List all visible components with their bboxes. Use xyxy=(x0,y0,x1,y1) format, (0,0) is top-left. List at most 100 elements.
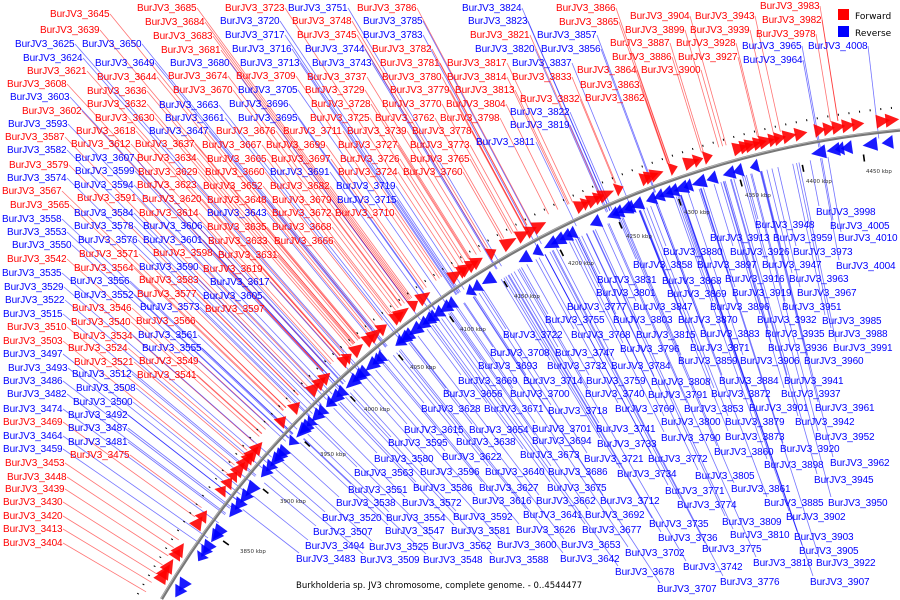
forward-feature-label[interactable]: BurJV3_3697 xyxy=(271,154,331,165)
forward-feature-label[interactable]: BurJV3_3682 xyxy=(270,181,330,192)
reverse-feature-label[interactable]: BurJV3_3525 xyxy=(369,542,429,553)
forward-feature-label[interactable]: BurJV3_3612 xyxy=(71,139,131,150)
reverse-feature-label[interactable]: BurJV3_3576 xyxy=(78,235,138,246)
reverse-feature-label[interactable]: BurJV3_3640 xyxy=(485,467,545,478)
reverse-feature-label[interactable]: BurJV3_3694 xyxy=(532,436,592,447)
forward-feature-label[interactable]: BurJV3_3404 xyxy=(3,538,63,549)
reverse-feature-label[interactable]: BurJV3_3751 xyxy=(288,3,348,14)
reverse-feature-label[interactable]: BurJV3_3556 xyxy=(70,276,130,287)
reverse-feature-label[interactable]: BurJV3_3941 xyxy=(784,376,844,387)
reverse-feature-label[interactable]: BurJV3_3903 xyxy=(794,532,854,543)
reverse-feature-label[interactable]: BurJV3_3720 xyxy=(220,16,280,27)
reverse-feature-label[interactable]: BurJV3_3922 xyxy=(816,558,876,569)
reverse-feature-label[interactable]: BurJV3_3701 xyxy=(532,424,592,435)
reverse-feature-label[interactable]: BurJV3_3538 xyxy=(336,498,396,509)
reverse-feature-label[interactable]: BurJV3_3615 xyxy=(404,425,464,436)
forward-feature-label[interactable]: BurJV3_3737 xyxy=(307,72,367,83)
reverse-feature-label[interactable]: BurJV3_3722 xyxy=(503,330,563,341)
reverse-feature-label[interactable]: BurJV3_3920 xyxy=(780,444,840,455)
forward-feature-label[interactable]: BurJV3_3833 xyxy=(512,72,572,83)
reverse-feature-label[interactable]: BurJV3_3870 xyxy=(678,315,738,326)
reverse-feature-label[interactable]: BurJV3_3963 xyxy=(789,274,849,285)
forward-feature-label[interactable]: BurJV3_3676 xyxy=(216,126,276,137)
reverse-feature-label[interactable]: BurJV3_3486 xyxy=(3,376,63,387)
reverse-feature-label[interactable]: BurJV3_3677 xyxy=(582,525,642,536)
reverse-feature-label[interactable]: BurJV3_3481 xyxy=(68,437,128,448)
forward-feature-label[interactable]: BurJV3_3904 xyxy=(630,11,690,22)
forward-feature-label[interactable]: BurJV3_3631 xyxy=(218,250,278,261)
reverse-feature-label[interactable]: BurJV3_3599 xyxy=(75,166,135,177)
reverse-feature-label[interactable]: BurJV3_3572 xyxy=(402,498,462,509)
forward-feature-label[interactable]: BurJV3_3469 xyxy=(3,417,63,428)
reverse-feature-label[interactable]: BurJV3_3500 xyxy=(73,397,133,408)
forward-feature-label[interactable]: BurJV3_3927 xyxy=(678,52,738,63)
reverse-feature-label[interactable]: BurJV3_3547 xyxy=(385,526,445,537)
reverse-feature-label[interactable]: BurJV3_3661 xyxy=(165,113,225,124)
reverse-feature-label[interactable]: BurJV3_3692 xyxy=(585,510,645,521)
reverse-feature-label[interactable]: BurJV3_3553 xyxy=(7,227,67,238)
forward-feature-label[interactable]: BurJV3_3566 xyxy=(136,316,196,327)
forward-feature-label[interactable]: BurJV3_3983 xyxy=(760,1,820,12)
reverse-feature-label[interactable]: BurJV3_3714 xyxy=(523,376,583,387)
forward-feature-label[interactable]: BurJV3_3778 xyxy=(412,126,472,137)
forward-feature-label[interactable]: BurJV3_3982 xyxy=(762,15,822,26)
reverse-feature-label[interactable]: BurJV3_3861 xyxy=(731,484,791,495)
forward-feature-label[interactable]: BurJV3_3597 xyxy=(205,304,265,315)
forward-feature-label[interactable]: BurJV3_3798 xyxy=(440,113,500,124)
reverse-feature-label[interactable]: BurJV3_3586 xyxy=(413,483,473,494)
reverse-feature-label[interactable]: BurJV3_3774 xyxy=(677,500,737,511)
forward-feature-label[interactable]: BurJV3_3685 xyxy=(137,3,197,14)
reverse-feature-label[interactable]: BurJV3_3578 xyxy=(74,221,134,232)
reverse-feature-label[interactable]: BurJV3_3858 xyxy=(633,260,693,271)
forward-feature-label[interactable]: BurJV3_3679 xyxy=(272,195,332,206)
reverse-feature-label[interactable]: BurJV3_3552 xyxy=(74,290,134,301)
reverse-feature-label[interactable]: BurJV3_3653 xyxy=(561,540,621,551)
forward-feature-label[interactable]: BurJV3_3620 xyxy=(142,194,202,205)
reverse-feature-label[interactable]: BurJV3_3777 xyxy=(567,302,627,313)
reverse-feature-label[interactable]: BurJV3_4008 xyxy=(808,41,868,52)
reverse-feature-label[interactable]: BurJV3_3897 xyxy=(697,260,757,271)
reverse-feature-label[interactable]: BurJV3_3740 xyxy=(585,389,645,400)
reverse-feature-label[interactable]: BurJV3_3950 xyxy=(828,498,888,509)
reverse-feature-label[interactable]: BurJV3_3884 xyxy=(719,376,779,387)
forward-feature-label[interactable]: BurJV3_3862 xyxy=(585,93,645,104)
reverse-feature-label[interactable]: BurJV3_3650 xyxy=(82,39,142,50)
reverse-feature-label[interactable]: BurJV3_3964 xyxy=(743,55,803,66)
reverse-feature-label[interactable]: BurJV3_3960 xyxy=(804,356,864,367)
reverse-feature-label[interactable]: BurJV3_3947 xyxy=(762,260,822,271)
reverse-feature-label[interactable]: BurJV3_3811 xyxy=(476,137,535,148)
forward-feature-label[interactable]: BurJV3_3632 xyxy=(87,99,147,110)
reverse-feature-label[interactable]: BurJV3_3926 xyxy=(730,247,790,258)
forward-feature-label[interactable]: BurJV3_3729 xyxy=(305,85,365,96)
reverse-feature-label[interactable]: BurJV3_3680 xyxy=(170,58,230,69)
reverse-feature-label[interactable]: BurJV3_3603 xyxy=(10,92,70,103)
forward-feature-label[interactable]: BurJV3_3760 xyxy=(403,167,463,178)
reverse-feature-label[interactable]: BurJV3_3769 xyxy=(615,404,675,415)
reverse-feature-label[interactable]: BurJV3_3573 xyxy=(140,302,200,313)
reverse-feature-label[interactable]: BurJV3_3548 xyxy=(423,555,483,566)
reverse-feature-label[interactable]: BurJV3_3482 xyxy=(7,389,67,400)
forward-feature-label[interactable]: BurJV3_3633 xyxy=(208,236,268,247)
reverse-feature-label[interactable]: BurJV3_3837 xyxy=(512,58,572,69)
forward-feature-label[interactable]: BurJV3_3439 xyxy=(5,484,65,495)
forward-feature-label[interactable]: BurJV3_3928 xyxy=(676,38,736,49)
forward-feature-label[interactable]: BurJV3_3567 xyxy=(2,186,62,197)
reverse-feature-label[interactable]: BurJV3_3718 xyxy=(548,406,608,417)
forward-feature-label[interactable]: BurJV3_3672 xyxy=(272,208,332,219)
reverse-feature-label[interactable]: BurJV3_4004 xyxy=(836,261,896,272)
reverse-feature-label[interactable]: BurJV3_3809 xyxy=(722,517,782,528)
reverse-feature-label[interactable]: BurJV3_3907 xyxy=(810,577,870,588)
reverse-feature-label[interactable]: BurJV3_3815 xyxy=(636,330,696,341)
reverse-feature-label[interactable]: BurJV3_3663 xyxy=(159,100,219,111)
forward-feature-label[interactable]: BurJV3_3978 xyxy=(756,29,816,40)
reverse-feature-label[interactable]: BurJV3_3885 xyxy=(764,498,824,509)
reverse-feature-label[interactable]: BurJV3_3509 xyxy=(360,555,420,566)
reverse-feature-label[interactable]: BurJV3_3654 xyxy=(469,425,529,436)
reverse-feature-label[interactable]: BurJV3_3790 xyxy=(661,433,721,444)
reverse-feature-label[interactable]: BurJV3_3853 xyxy=(684,404,744,415)
reverse-feature-label[interactable]: BurJV3_3702 xyxy=(625,548,685,559)
reverse-feature-label[interactable]: BurJV3_3822 xyxy=(510,107,570,118)
forward-feature-label[interactable]: BurJV3_3739 xyxy=(347,126,407,137)
forward-feature-label[interactable]: BurJV3_3591 xyxy=(77,193,137,204)
forward-feature-label[interactable]: BurJV3_3773 xyxy=(410,140,470,151)
